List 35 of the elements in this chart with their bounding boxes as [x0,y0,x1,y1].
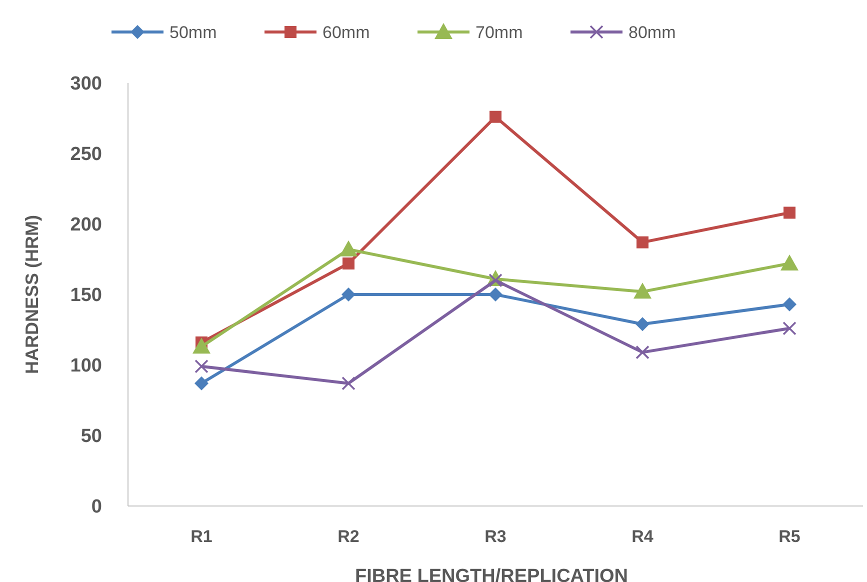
x-tick-label: R3 [484,527,506,546]
point [636,345,650,360]
point [192,338,210,354]
point [490,110,502,123]
y-tick-label: 0 [91,496,102,518]
point [782,297,796,312]
point [340,240,358,256]
x-tick-label: R5 [778,527,800,546]
y-axis-title: HARDNESS (HRM) [22,215,42,374]
y-tick-label: 200 [70,214,102,236]
legend-label: 80mm [628,22,676,42]
point [636,236,648,248]
legend-label: 70mm [476,22,523,42]
y-tick-label: 250 [70,144,102,166]
legend-label: 50mm [170,22,217,42]
y-tick-label: 150 [70,285,102,306]
y-tick-label: 100 [70,356,102,377]
point [488,288,502,302]
point [194,360,208,374]
y-tick-label: 50 [80,426,102,448]
point [634,282,652,299]
point [342,288,356,302]
point [342,257,354,270]
point [636,317,650,332]
y-tick-label: 300 [70,74,102,95]
point [194,376,208,390]
x-tick-label: R4 [632,527,654,546]
x-tick-label: R2 [338,527,360,546]
point [780,254,798,270]
point [782,321,796,336]
point [784,206,796,219]
legend-label: 60mm [322,22,370,42]
point [342,376,356,390]
point [488,274,502,288]
x-tick-label: R1 [190,527,212,546]
